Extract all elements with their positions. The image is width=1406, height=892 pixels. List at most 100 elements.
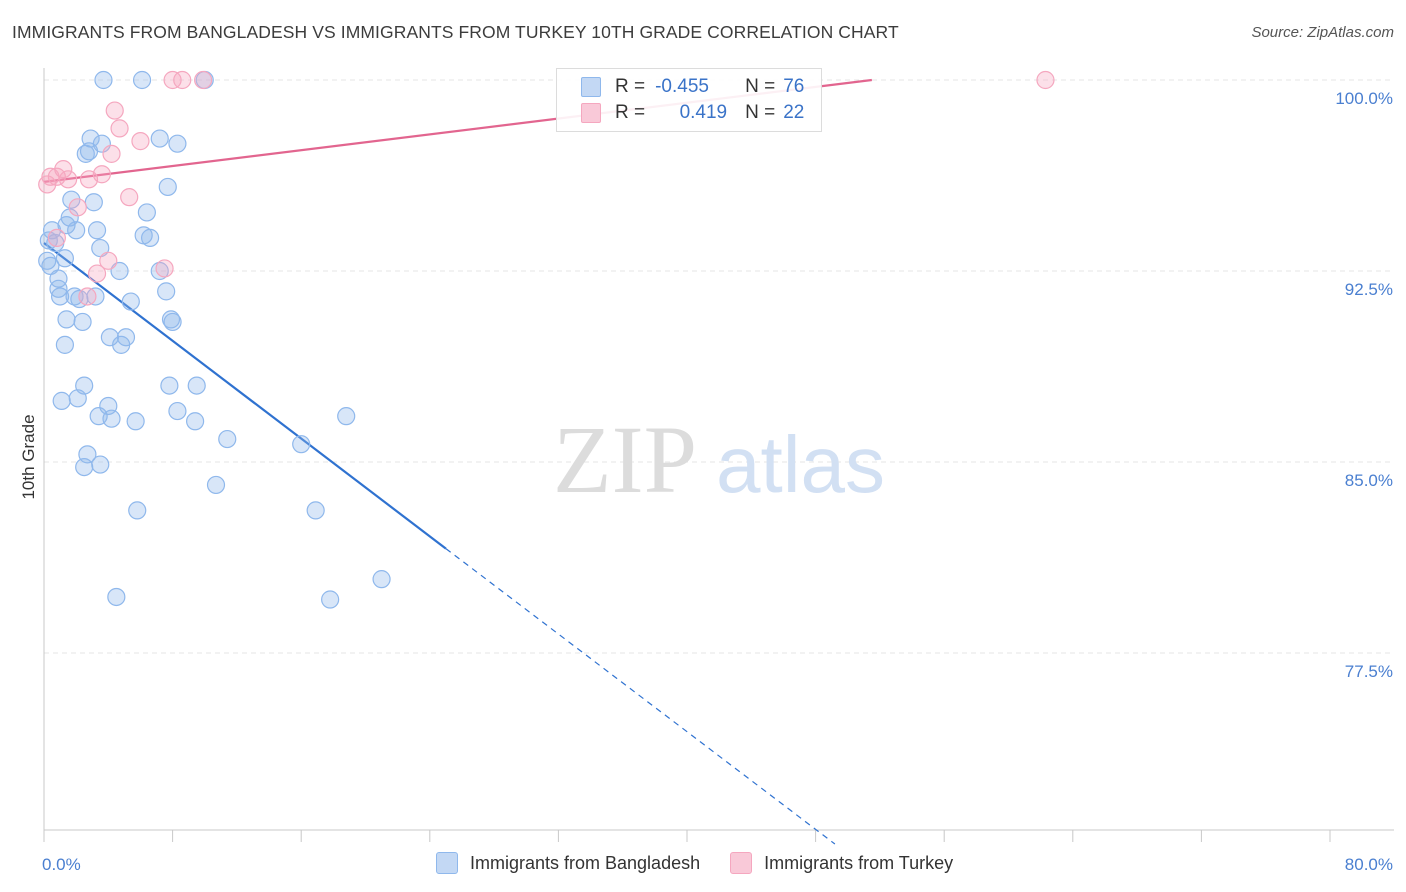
series-swatch-turkey: [730, 852, 753, 874]
point-bangladesh: [50, 287, 70, 306]
point-bangladesh: [292, 435, 311, 454]
series-label-bangladesh: Immigrants from Bangladesh: [470, 852, 701, 873]
point-bangladesh: [150, 129, 169, 148]
axes: [43, 68, 1394, 831]
legend-r-turkey: 0.419: [679, 102, 728, 123]
point-turkey: [102, 144, 121, 163]
point-turkey: [68, 198, 87, 217]
point-bangladesh: [163, 312, 182, 332]
point-turkey: [131, 132, 150, 151]
y-tick-label: 77.5%: [1345, 662, 1393, 681]
point-turkey: [173, 70, 192, 90]
point-bangladesh: [107, 587, 126, 607]
point-bangladesh: [57, 310, 76, 329]
legend-n-label: N =: [745, 76, 776, 97]
point-bangladesh: [160, 376, 179, 395]
point-bangladesh: [67, 221, 86, 240]
legend-r-label: R =: [615, 102, 646, 123]
x-ticks: [43, 830, 1331, 842]
point-bangladesh: [187, 376, 206, 395]
watermark-atlas: atlas: [716, 420, 885, 509]
point-bangladesh: [75, 457, 94, 477]
point-bangladesh: [121, 292, 140, 311]
point-turkey: [47, 228, 66, 247]
point-turkey: [78, 287, 97, 306]
chart-title: IMMIGRANTS FROM BANGLADESH VS IMMIGRANTS…: [12, 22, 899, 42]
legend-n-turkey: 22: [783, 102, 805, 123]
point-bangladesh: [102, 409, 121, 428]
trend-line-bangladesh-extension: [445, 548, 836, 845]
point-bangladesh: [52, 391, 71, 410]
x-tick-label: 0.0%: [42, 855, 81, 874]
legend-swatch-turkey: [581, 103, 601, 123]
legend-r-bangladesh: -0.455: [655, 76, 709, 97]
point-turkey: [87, 264, 107, 283]
point-turkey: [155, 259, 174, 278]
point-bangladesh: [158, 177, 177, 197]
point-bangladesh: [91, 455, 110, 474]
point-turkey: [59, 170, 78, 189]
point-bangladesh: [321, 590, 340, 609]
point-turkey: [120, 188, 139, 207]
point-bangladesh: [112, 335, 131, 354]
point-bangladesh: [55, 335, 74, 354]
point-turkey: [1036, 70, 1055, 90]
series-swatch-bangladesh: [436, 852, 458, 874]
point-bangladesh: [79, 142, 99, 161]
series-label-turkey: Immigrants from Turkey: [764, 852, 954, 873]
point-bangladesh: [55, 249, 74, 268]
trend-line-bangladesh: [43, 242, 447, 550]
point-turkey: [194, 70, 213, 90]
point-bangladesh: [137, 203, 156, 222]
point-bangladesh: [76, 144, 95, 163]
point-bangladesh: [157, 282, 176, 301]
grid-lines: [44, 79, 1394, 654]
point-bangladesh: [128, 501, 147, 520]
y-tick-label: 100.0%: [1335, 89, 1393, 108]
point-turkey: [47, 167, 66, 186]
point-bangladesh: [38, 251, 57, 270]
series-legend-bangladesh: Immigrants from Bangladesh: [436, 852, 700, 874]
point-bangladesh: [132, 70, 152, 90]
point-bangladesh: [126, 412, 145, 431]
point-bangladesh: [84, 193, 103, 212]
x-tick-labels: 0.0% 80.0%: [42, 855, 1393, 874]
point-turkey: [163, 70, 182, 90]
legend-n-label: N =: [745, 102, 776, 123]
point-bangladesh: [65, 287, 84, 306]
point-turkey: [38, 175, 57, 194]
y-axis-label: 10th Grade: [19, 414, 38, 499]
source-label: Source: ZipAtlas.com: [1251, 24, 1394, 41]
point-turkey: [99, 251, 118, 270]
point-bangladesh: [168, 401, 187, 421]
point-bangladesh: [218, 429, 237, 449]
point-bangladesh: [306, 501, 325, 520]
point-turkey: [79, 170, 99, 189]
point-bangladesh: [186, 412, 205, 431]
legend-r-label: R =: [615, 76, 646, 97]
point-bangladesh: [150, 261, 169, 281]
y-tick-label: 92.5%: [1345, 280, 1393, 299]
data-points: [38, 70, 1055, 609]
point-bangladesh: [57, 216, 76, 235]
legend-row-turkey: R = 0.419 N = 22: [581, 101, 804, 125]
point-bangladesh: [94, 70, 113, 90]
legend-row-bangladesh: R = -0.455 N = 76: [581, 75, 804, 99]
series-legend-turkey: Immigrants from Turkey: [730, 852, 953, 874]
legend-n-bangladesh: 76: [783, 76, 805, 97]
point-turkey: [110, 119, 129, 138]
y-tick-labels: 100.0% 92.5% 85.0% 77.5%: [1335, 89, 1393, 681]
point-bangladesh: [168, 134, 187, 153]
y-tick-label: 85.0%: [1345, 471, 1393, 490]
x-tick-label: 80.0%: [1345, 855, 1393, 874]
point-bangladesh: [140, 228, 160, 247]
point-bangladesh: [49, 269, 68, 288]
legend-box: R = -0.455 N = 76 R = 0.419 N = 22: [556, 68, 822, 132]
point-bangladesh: [49, 279, 68, 298]
point-bangladesh: [206, 475, 226, 495]
point-bangladesh: [110, 261, 129, 281]
point-turkey: [105, 101, 124, 120]
watermark-zip: ZIP: [553, 406, 697, 513]
point-bangladesh: [372, 570, 391, 589]
